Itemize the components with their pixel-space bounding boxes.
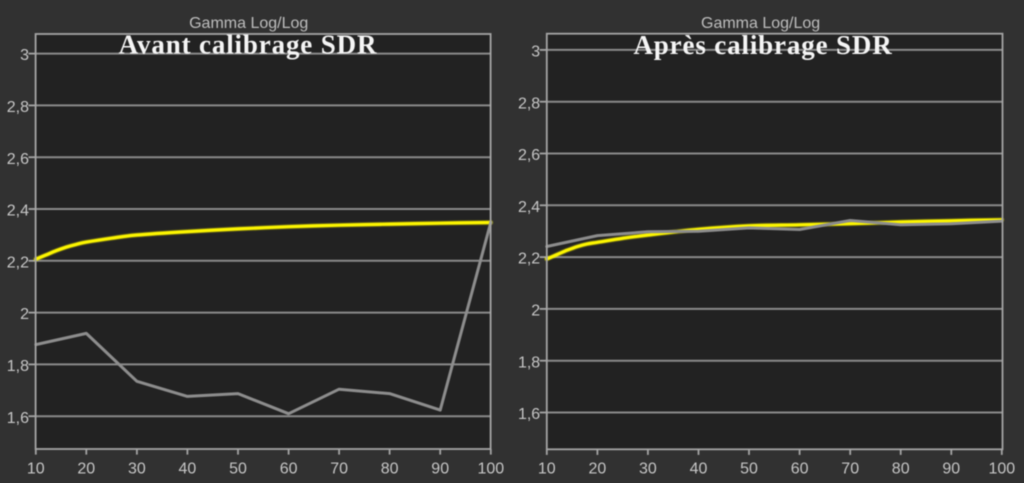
svg-text:2,4: 2,4: [518, 199, 540, 216]
svg-text:2,2: 2,2: [7, 254, 29, 271]
svg-text:Gamma Log/Log: Gamma Log/Log: [189, 15, 308, 32]
svg-text:Avant calibrage SDR: Avant calibrage SDR: [119, 29, 378, 59]
svg-text:100: 100: [477, 460, 504, 477]
svg-text:10: 10: [538, 460, 556, 477]
svg-text:50: 50: [229, 460, 247, 477]
svg-text:1,8: 1,8: [7, 358, 29, 375]
svg-text:2,4: 2,4: [7, 203, 29, 220]
svg-text:2: 2: [531, 303, 540, 320]
svg-text:1,8: 1,8: [518, 354, 540, 371]
svg-text:70: 70: [841, 460, 859, 477]
svg-text:10: 10: [27, 460, 45, 477]
svg-text:2,6: 2,6: [518, 147, 540, 164]
svg-text:80: 80: [381, 460, 399, 477]
svg-text:60: 60: [280, 460, 298, 477]
svg-text:40: 40: [690, 460, 708, 477]
svg-text:3: 3: [531, 44, 540, 61]
svg-text:40: 40: [179, 460, 197, 477]
svg-text:Gamma Log/Log: Gamma Log/Log: [701, 15, 820, 32]
svg-text:100: 100: [988, 460, 1015, 477]
svg-text:1,6: 1,6: [7, 410, 29, 427]
svg-text:90: 90: [431, 460, 449, 477]
svg-text:3: 3: [20, 47, 29, 64]
svg-text:2,8: 2,8: [7, 99, 29, 116]
svg-text:60: 60: [791, 460, 809, 477]
svg-text:2,2: 2,2: [518, 251, 540, 268]
svg-text:20: 20: [589, 460, 607, 477]
svg-text:2,6: 2,6: [7, 151, 29, 168]
svg-text:70: 70: [330, 460, 348, 477]
svg-text:Après calibrage SDR: Après calibrage SDR: [633, 30, 892, 60]
svg-text:90: 90: [942, 460, 960, 477]
svg-text:2: 2: [20, 306, 29, 323]
svg-text:20: 20: [77, 460, 95, 477]
svg-text:1,6: 1,6: [518, 406, 540, 423]
svg-text:30: 30: [128, 460, 146, 477]
svg-text:50: 50: [740, 460, 758, 477]
svg-text:2,8: 2,8: [518, 95, 540, 112]
svg-text:80: 80: [892, 460, 910, 477]
svg-text:30: 30: [639, 460, 657, 477]
